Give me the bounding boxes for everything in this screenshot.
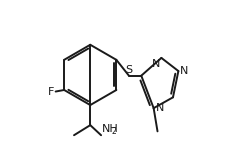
Text: S: S — [125, 65, 132, 75]
Text: N: N — [180, 66, 189, 76]
Text: N: N — [152, 59, 161, 69]
Text: N: N — [156, 103, 164, 113]
Text: NH: NH — [102, 124, 119, 134]
Text: 2: 2 — [111, 127, 116, 136]
Text: F: F — [47, 87, 54, 97]
